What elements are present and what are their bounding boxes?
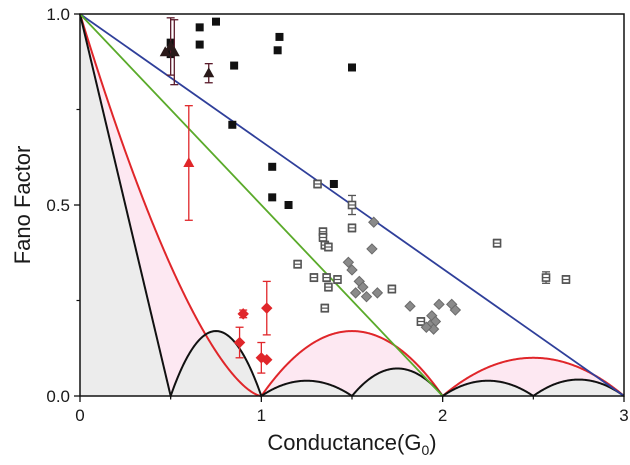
x-axis-title: Conductance(G0) xyxy=(267,430,436,458)
series-1-black-triangle-point-0 xyxy=(159,46,171,57)
y-tick-label-2: 1.0 xyxy=(46,5,70,24)
x-axis-title-sub: 0 xyxy=(421,442,429,458)
series-5-gray-diamond-point-7 xyxy=(360,290,373,303)
gray-region xyxy=(80,14,624,396)
y-tick-label-1: 0.5 xyxy=(46,196,70,215)
series-5-gray-diamond-point-17 xyxy=(420,321,433,333)
series-2-red-triangle-point-0 xyxy=(183,156,195,167)
y-tick-labels: 0.0 0.5 1.0 xyxy=(46,5,70,406)
x-axis-title-close: ) xyxy=(429,430,436,455)
series-0-black-square-point-2 xyxy=(195,23,204,32)
series-3-red-diamond-point-0 xyxy=(237,308,249,320)
series-5-gray-diamond-point-3 xyxy=(346,264,358,276)
series-0-black-square-point-10 xyxy=(268,162,277,171)
y-axis-title: Fano Factor xyxy=(10,146,35,265)
series-3-red-diamond-point-4 xyxy=(261,302,273,314)
series-0-black-square-point-4 xyxy=(212,17,220,26)
series-5-gray-diamond-point-8 xyxy=(371,287,384,299)
series-5-gray-diamond-point-6 xyxy=(349,287,362,299)
series-0-black-square-point-3 xyxy=(195,40,204,49)
series-5-gray-diamond-point-9 xyxy=(404,300,416,312)
series-0-black-square-point-9 xyxy=(228,120,237,129)
series-0-black-square-point-5 xyxy=(230,61,239,70)
red-curve xyxy=(79,13,625,398)
x-tick-label-3: 3 xyxy=(619,406,628,425)
data-points-layer xyxy=(159,17,571,374)
series-1-black-triangle-point-3 xyxy=(203,67,215,78)
series-0-black-square-point-11 xyxy=(268,193,277,202)
series-0-black-square-point-8 xyxy=(348,63,356,72)
green-reference-line xyxy=(79,13,444,397)
x-tick-label-2: 2 xyxy=(438,406,447,425)
gray-fill-layer xyxy=(80,14,624,396)
series-5-gray-diamond-point-5 xyxy=(357,281,369,293)
axes-frame xyxy=(74,13,625,402)
series-5-gray-diamond-point-1 xyxy=(366,243,378,255)
series-5-gray-diamond-point-10 xyxy=(433,298,445,311)
x-tick-label-0: 0 xyxy=(75,406,84,425)
series-3-red-diamond-point-3 xyxy=(261,354,273,366)
series-5-gray-diamond-point-2 xyxy=(342,256,355,269)
x-tick-label-1: 1 xyxy=(257,406,266,425)
y-tick-label-0: 0.0 xyxy=(46,387,70,406)
series-0-black-square-point-13 xyxy=(329,179,338,188)
series-5-gray-diamond-point-12 xyxy=(449,304,462,316)
series-0-black-square-point-7 xyxy=(273,46,282,55)
series-0-black-square-point-12 xyxy=(284,201,293,209)
series-5-gray-diamond-point-0 xyxy=(368,216,380,228)
series-0-black-square-point-6 xyxy=(275,32,284,41)
series-3-red-diamond-point-1 xyxy=(233,336,246,349)
x-axis-title-main: Conductance(G xyxy=(267,430,421,455)
x-tick-labels: 0 1 2 3 xyxy=(75,406,628,425)
series-1-black-triangle-point-2 xyxy=(168,46,180,57)
